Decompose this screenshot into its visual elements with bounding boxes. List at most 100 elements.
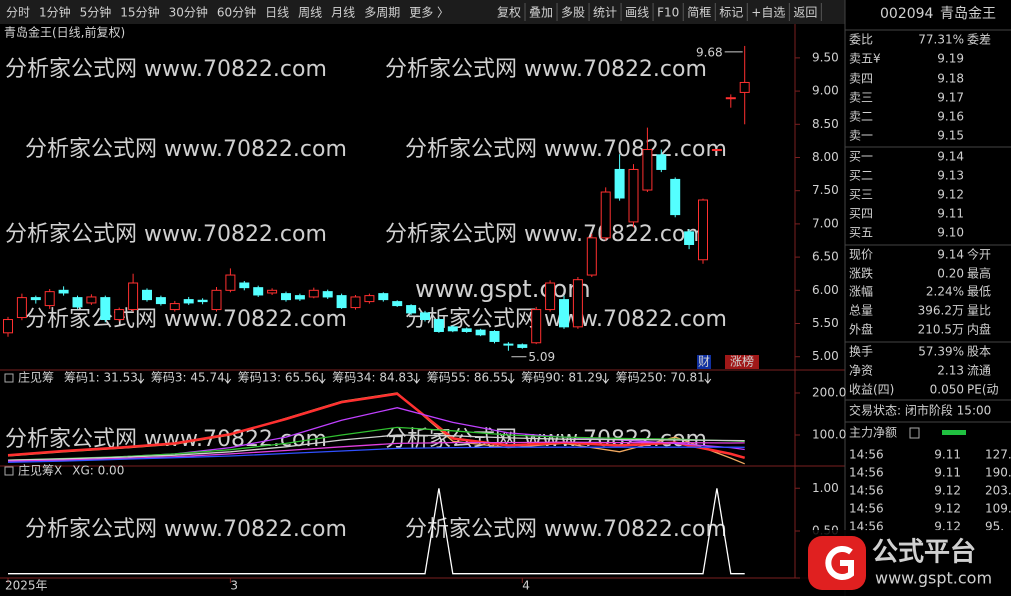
toolbar-button[interactable]: 叠加 [529, 6, 553, 20]
candle-body [378, 293, 389, 301]
y-tick-label: 7.00 [812, 216, 839, 230]
y-tick-label: 9.00 [812, 84, 839, 98]
toolbar-button[interactable]: 更多 〉 [409, 6, 449, 20]
watermark: 分析家公式网 www.70822.com [385, 57, 707, 82]
main-flow-label: 主力净额 [849, 426, 897, 440]
quote-value: 9.19 [937, 52, 964, 66]
candle-body [128, 282, 139, 311]
candle-body [30, 297, 41, 301]
candle-body [364, 295, 375, 303]
quote-label: 卖三 [849, 91, 873, 105]
series-line [7, 441, 745, 462]
candle-body [739, 81, 750, 93]
quote-label: 换手 [849, 345, 873, 359]
tick-price: 9.11 [934, 466, 961, 480]
legend-entry: 筹码3: 45.74 [151, 371, 225, 385]
candle-body [44, 291, 55, 307]
tick-volume: 203. [985, 484, 1011, 498]
toolbar-button[interactable]: 日线 [265, 6, 289, 20]
y-tick-label: 7.50 [812, 183, 839, 197]
candle-body [586, 237, 597, 276]
candle-body [350, 296, 361, 309]
legend-entry: 筹码13: 65.56 [238, 371, 319, 385]
candle-body [294, 295, 305, 300]
quote-label: 买四 [849, 207, 873, 221]
tick-time: 14:56 [849, 448, 884, 462]
x-tick-label: 4 [522, 579, 530, 593]
candle-body [725, 97, 736, 100]
chart-title: 青岛金王(日线,前复权) [4, 25, 125, 40]
toolbar-button[interactable]: 30分钟 [169, 5, 208, 20]
series-line [7, 446, 745, 463]
y-tick-label: 5.00 [812, 349, 839, 363]
watermark: www.gspt.com [415, 275, 591, 303]
candle-body [572, 279, 583, 328]
y-tick-label: 8.50 [812, 117, 839, 131]
legend-arrow [137, 373, 145, 384]
toolbar-button[interactable]: 返回 [793, 6, 817, 20]
badge-label: 涨榜 [730, 354, 754, 369]
quote-value: 0.050 [930, 383, 964, 397]
toolbar-button[interactable]: 统计 [593, 6, 617, 20]
toolbar-button[interactable]: 多周期 [364, 6, 400, 20]
quote-value: 9.13 [937, 169, 964, 183]
toolbar-button[interactable]: 多股 [561, 6, 585, 20]
candle-body [531, 309, 542, 344]
logo-title: 公式平台 [872, 537, 976, 568]
candle-body [559, 299, 569, 328]
toolbar-button[interactable]: 15分钟 [120, 5, 159, 20]
annotation-label: 5.09 [528, 350, 555, 364]
logo-url: www.gspt.com [875, 569, 992, 588]
candle-body [475, 329, 486, 336]
x-tick-label: 2025年 [5, 579, 48, 593]
quote-value: 2.13 [937, 364, 964, 378]
candle-body [155, 297, 166, 305]
y-tick-label: 9.50 [812, 50, 839, 64]
quote-value: 9.17 [937, 91, 964, 105]
candle-body [642, 149, 653, 191]
flow-icon [909, 427, 920, 439]
quote-value: 9.10 [937, 226, 964, 240]
quote-label: 买五 [849, 226, 873, 240]
toolbar-button[interactable]: +自选 [751, 6, 785, 20]
quote-label: 买三 [849, 188, 873, 202]
candle-body [517, 344, 528, 348]
candle-body [322, 291, 333, 298]
quote-label: 外盘 [849, 322, 873, 337]
candle-body [614, 168, 625, 199]
toolbar-button[interactable]: 画线 [625, 6, 649, 20]
series-line [7, 426, 745, 461]
quote-label: 净资 [849, 364, 873, 378]
toolbar-button[interactable]: 60分钟 [217, 5, 256, 20]
quote-label: 卖四 [849, 72, 873, 86]
toolbar-button[interactable]: 复权 [497, 6, 521, 20]
candle-body [58, 289, 69, 294]
candle-body [698, 199, 708, 261]
quote-value: 57.39% [918, 345, 964, 359]
tick-price: 9.11 [934, 448, 961, 462]
quote-label: 买二 [849, 169, 873, 183]
watermark: 分析家公式网 www.70822.com [5, 222, 327, 247]
toolbar-button[interactable]: 1分钟 [39, 5, 71, 20]
toolbar-button[interactable]: 周线 [298, 6, 322, 20]
quote-label: 涨跌 [849, 266, 873, 281]
badge [697, 355, 711, 369]
legend-entry: 筹码90: 81.29 [521, 371, 602, 385]
toolbar-button[interactable]: 标记 [719, 6, 743, 20]
toolbar-button[interactable]: F10 [657, 6, 679, 20]
logo-glyph [825, 546, 854, 580]
candle-body [142, 289, 152, 301]
quote-label: 最低 [967, 285, 991, 299]
watermark: 分析家公式网 www.70822.com [405, 137, 727, 162]
legend-arrow [507, 373, 515, 384]
toolbar-button[interactable]: 月线 [331, 6, 355, 20]
toolbar-button[interactable]: 分时 [6, 6, 30, 20]
stock-code: 002094 [880, 6, 934, 22]
quote-value: 9.16 [937, 110, 964, 124]
toolbar-button[interactable]: 5分钟 [80, 5, 112, 20]
quote-value: 9.15 [937, 129, 964, 143]
toolbar-button[interactable]: 简框 [687, 6, 711, 20]
tick-time: 14:56 [849, 466, 884, 480]
